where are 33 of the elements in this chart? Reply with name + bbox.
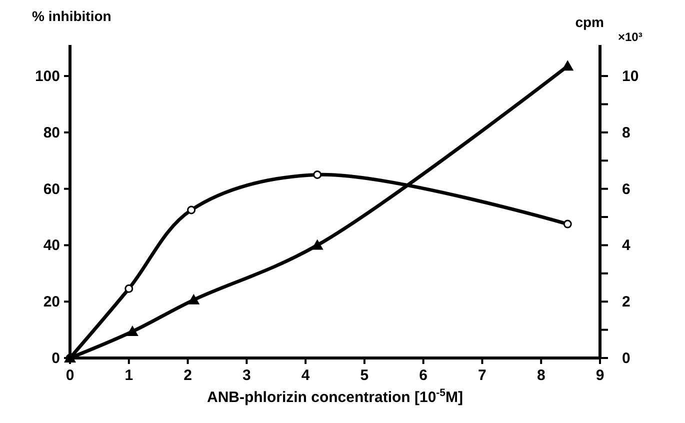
- point: [311, 239, 324, 250]
- point: [563, 220, 572, 228]
- y2-tick-label: 8: [622, 124, 630, 142]
- x-tick-label: 8: [536, 367, 546, 384]
- y-tick-label: 60: [43, 180, 60, 198]
- y2-tick-label: 4: [622, 237, 631, 254]
- y-tick-label: 80: [43, 124, 60, 142]
- point: [124, 284, 134, 293]
- point: [313, 170, 322, 179]
- y-tick-label: 40: [43, 237, 60, 254]
- x-tick-label: 9: [596, 367, 604, 384]
- point: [188, 294, 200, 304]
- x-tick-label: 2: [184, 367, 192, 384]
- x-tick-label: 5: [360, 367, 369, 384]
- point: [187, 206, 196, 214]
- y-axis-title: % inhibition: [32, 8, 112, 24]
- y-tick-label: 100: [34, 68, 60, 86]
- y2-tick-label: 10: [622, 68, 639, 86]
- x-tick-label: 0: [66, 367, 74, 384]
- y2-tick-label: 6: [622, 180, 630, 198]
- x-tick-label: 7: [478, 367, 486, 384]
- x-axis-title: ANB-phlorizin concentration [10$^{-5}$M]: [206, 387, 464, 406]
- y2-tick-label: 0: [622, 350, 630, 367]
- y2-tick-label: 2: [622, 294, 630, 311]
- y2-axis-title: cpm: [575, 14, 604, 30]
- x-tick-label: 1: [124, 367, 134, 384]
- point: [126, 325, 138, 336]
- text: ×10³: [618, 30, 642, 44]
- y-tick-label: 20: [43, 294, 60, 311]
- x-tick-label: 3: [242, 367, 251, 384]
- x-tick-label: 4: [301, 367, 310, 384]
- y-tick-label: 0: [52, 350, 60, 367]
- x-tick-label: 6: [419, 367, 428, 384]
